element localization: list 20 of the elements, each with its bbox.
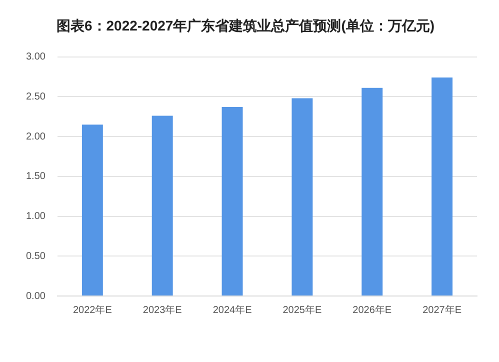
y-tick-label: 1.00	[26, 211, 46, 222]
x-tick-label: 2026年E	[352, 304, 392, 316]
bar	[222, 107, 243, 296]
x-tick-label: 2024年E	[212, 304, 252, 316]
y-tick-label: 2.00	[26, 131, 46, 142]
y-tick-label: 0.50	[26, 250, 46, 262]
x-tick-label: 2025年E	[282, 304, 322, 316]
bar	[82, 124, 103, 296]
bar	[152, 116, 173, 296]
x-tick-label: 2022年E	[72, 304, 112, 316]
bar	[362, 88, 383, 296]
y-tick-label: 0.00	[26, 290, 46, 302]
y-tick-label: 3.00	[26, 52, 46, 63]
chart-title: 图表6：2022-2027年广东省建筑业总产值预测(单位：万亿元)	[56, 17, 435, 34]
y-tick-label: 1.50	[26, 171, 46, 182]
y-tick-label: 2.50	[26, 91, 46, 102]
x-tick-label: 2027年E	[422, 304, 462, 316]
x-tick-label: 2023年E	[142, 304, 182, 316]
bar	[432, 78, 453, 296]
bar	[292, 98, 313, 296]
